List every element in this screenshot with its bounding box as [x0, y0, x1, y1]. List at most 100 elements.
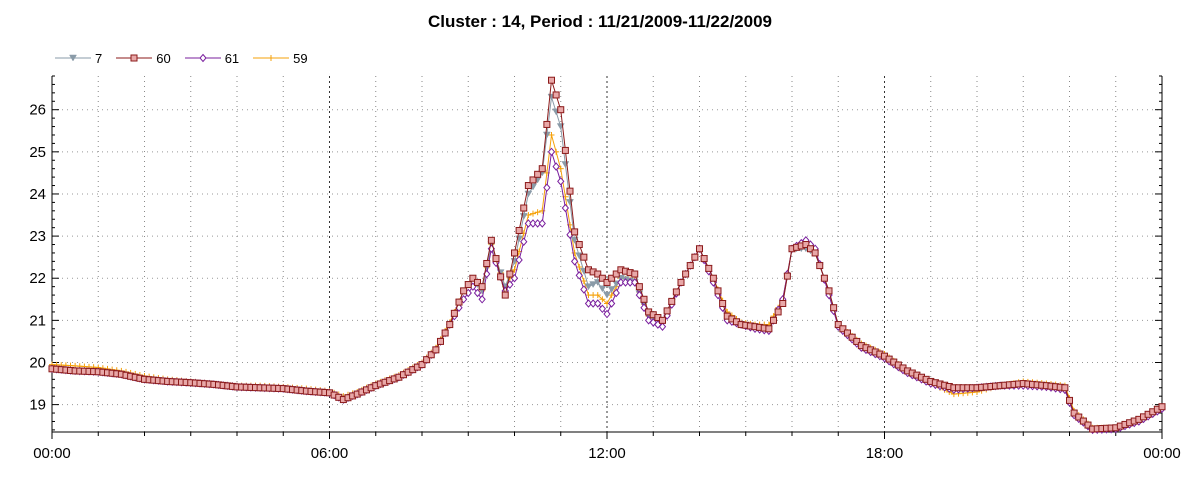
data-point-60: [437, 337, 444, 345]
x-tick-label: 00:00: [33, 445, 71, 462]
data-point-60: [478, 283, 486, 291]
data-point-60: [848, 333, 856, 341]
legend-swatch-60: [116, 54, 153, 62]
data-point-61: [478, 295, 486, 304]
data-point-60: [1070, 409, 1078, 417]
data-point-60: [538, 165, 546, 173]
data-point-59: [599, 296, 606, 303]
legend-item-61: 61: [184, 51, 239, 66]
y-tick-label: 23: [29, 228, 46, 245]
data-point-61: [658, 322, 667, 331]
data-point-60: [816, 262, 824, 270]
data-point-60: [524, 182, 532, 190]
data-point-60: [839, 325, 847, 333]
data-point-60: [548, 76, 555, 84]
data-point-61: [543, 183, 551, 192]
legend-label: 60: [156, 50, 171, 66]
data-point-59: [608, 292, 615, 299]
legend-item-7: 7: [55, 51, 102, 66]
data-point-60: [1061, 384, 1069, 392]
data-point-60: [557, 106, 565, 114]
data-point-59: [580, 278, 587, 285]
data-point-60: [853, 337, 861, 345]
data-point-60: [1066, 396, 1073, 404]
data-point-61: [199, 53, 207, 63]
data-point-60: [423, 356, 431, 364]
data-point-60: [668, 297, 676, 305]
data-point-61: [538, 219, 546, 228]
data-point-61: [552, 162, 560, 171]
data-point-60: [474, 278, 481, 286]
data-point-61: [515, 255, 523, 265]
legend-swatch-7: [55, 54, 91, 62]
data-point-60: [515, 226, 523, 234]
x-tick-label: 06:00: [311, 445, 349, 462]
y-tick-label: 20: [29, 354, 46, 371]
data-point-7: [561, 161, 570, 168]
data-point-61: [598, 304, 607, 314]
data-point-60: [497, 273, 505, 281]
data-point-60: [714, 287, 722, 295]
y-tick-label: 26: [29, 102, 46, 119]
data-point-7: [542, 131, 551, 139]
data-point-60: [686, 262, 694, 270]
data-point-60: [571, 228, 579, 236]
data-point-60: [682, 270, 690, 278]
data-point-61: [575, 271, 583, 280]
data-point-7: [603, 291, 611, 299]
data-point-60: [709, 274, 717, 282]
data-point-60: [469, 274, 477, 282]
data-point-60: [561, 146, 569, 154]
data-point-59: [534, 209, 541, 216]
data-point-59: [557, 165, 564, 172]
data-point-60: [807, 245, 814, 253]
legend: 7 60 61 59: [55, 48, 322, 68]
data-point-60: [825, 287, 833, 295]
data-point-7: [607, 286, 616, 293]
data-point-60: [543, 120, 551, 128]
data-point-60: [700, 255, 708, 263]
data-point-60: [455, 298, 463, 306]
data-point-61: [603, 309, 611, 319]
data-point-7: [570, 237, 579, 244]
data-point-60: [598, 274, 606, 282]
data-point-60: [663, 307, 671, 315]
data-point-60: [635, 283, 643, 291]
y-tick-label: 24: [29, 186, 46, 203]
data-point-60: [834, 321, 842, 329]
data-point-60: [520, 204, 528, 212]
data-point-60: [830, 304, 838, 312]
data-point-60: [552, 91, 560, 99]
data-point-60: [464, 281, 472, 289]
legend-label: 7: [95, 50, 103, 66]
data-point-60: [450, 309, 458, 317]
data-point-61: [570, 257, 579, 266]
data-point-60: [492, 255, 500, 263]
chart-title: Cluster : 14, Period : 11/21/2009-11/22/…: [428, 12, 772, 31]
data-point-60: [765, 325, 773, 333]
data-point-60: [594, 270, 602, 278]
data-point-61: [607, 299, 616, 308]
data-point-7: [589, 281, 598, 289]
legend-swatch-61: [184, 53, 221, 63]
data-point-7: [69, 54, 77, 62]
data-point-60: [783, 272, 791, 280]
data-point-60: [506, 270, 514, 278]
data-point-60: [696, 245, 703, 253]
data-point-60: [441, 329, 449, 337]
data-point-60: [446, 321, 454, 329]
data-point-61: [561, 203, 570, 213]
x-tick-label: 18:00: [866, 445, 904, 462]
data-point-60: [501, 291, 509, 299]
data-point-7: [566, 199, 574, 206]
data-point-61: [594, 299, 602, 308]
data-point-60: [432, 346, 440, 354]
data-point-60: [719, 300, 727, 308]
data-point-59: [576, 263, 583, 270]
data-point-60: [566, 187, 574, 195]
data-point-60: [779, 300, 787, 308]
data-point-60: [774, 308, 782, 316]
data-point-59: [268, 55, 275, 61]
y-tick-label: 25: [29, 144, 46, 161]
legend-label: 59: [293, 50, 308, 66]
